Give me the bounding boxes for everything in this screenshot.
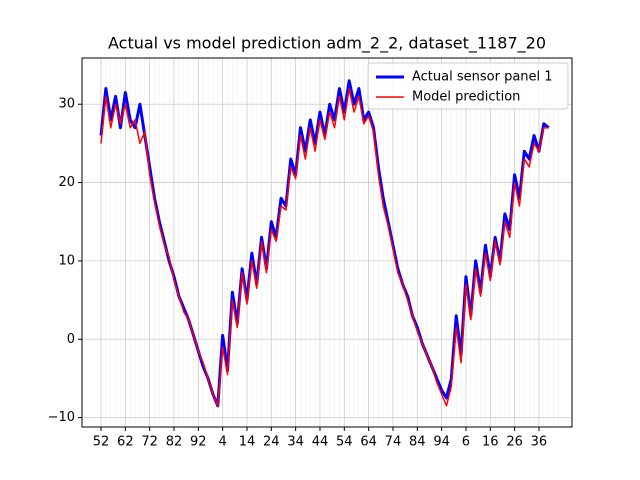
x-tick-label: 94 xyxy=(433,435,450,450)
series-line xyxy=(100,87,549,407)
y-tick-label: 0 xyxy=(67,332,75,347)
x-tick-label: 92 xyxy=(190,435,207,450)
x-tick-label: 24 xyxy=(263,435,280,450)
x-tick-label: 6 xyxy=(462,435,470,450)
x-tick-label: 84 xyxy=(409,435,426,450)
y-tick-label: 30 xyxy=(58,97,75,112)
legend-label: Actual sensor panel 1 xyxy=(412,70,553,85)
legend-label: Model prediction xyxy=(412,90,520,105)
x-tick-label: 62 xyxy=(117,435,134,450)
legend-box xyxy=(367,62,569,110)
x-tick-label: 54 xyxy=(336,435,353,450)
plot-frame xyxy=(81,57,573,428)
x-tick-label: 72 xyxy=(141,435,158,450)
x-tick-label: 64 xyxy=(360,435,377,450)
x-tick-label: 4 xyxy=(219,435,227,450)
x-tick-label: 74 xyxy=(385,435,402,450)
x-tick-label: 36 xyxy=(531,435,548,450)
chart-title: Actual vs model prediction adm_2_2, data… xyxy=(108,34,546,54)
x-tick-label: 16 xyxy=(482,435,499,450)
x-tick-label: 52 xyxy=(93,435,110,450)
y-tick-label: 10 xyxy=(58,253,75,268)
y-tick-label: 20 xyxy=(58,175,75,190)
x-tick-label: 14 xyxy=(239,435,256,450)
y-tick-label: −10 xyxy=(48,410,75,425)
x-tick-label: 82 xyxy=(166,435,183,450)
x-tick-label: 26 xyxy=(506,435,523,450)
x-tick-label: 44 xyxy=(312,435,329,450)
x-tick-label: 34 xyxy=(287,435,304,450)
